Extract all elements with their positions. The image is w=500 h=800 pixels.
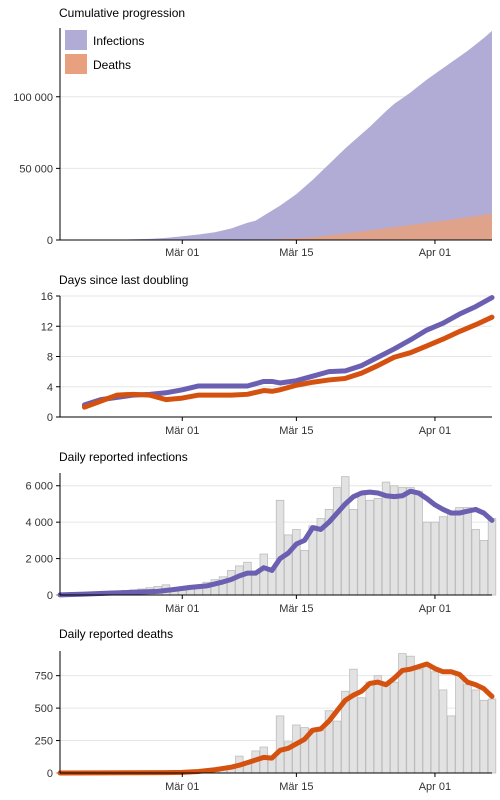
panel-title: Cumulative progression [59,6,185,20]
bar [332,720,342,774]
bar [300,549,309,596]
panel-title: Daily reported infections [59,450,188,464]
x-tick-label: Mär 15 [279,781,313,793]
y-tick-label: 8 [47,352,53,364]
bar [373,498,383,596]
y-tick-label: 100 000 [13,92,53,104]
bar [389,485,399,596]
bar [381,681,391,774]
x-tick-label: Mär 01 [165,425,199,437]
bar [422,663,431,774]
line-infections [57,488,495,598]
y-tick-label: 500 [35,703,53,715]
bar [365,499,374,596]
bar [406,655,415,774]
legend-label-infections: Infections [93,34,144,48]
bar [406,487,415,596]
bar [471,529,480,596]
bar [381,481,391,596]
x-tick-label: Mär 01 [165,781,199,793]
bar [487,698,497,774]
bar [447,715,456,774]
legend-swatch-deaths [65,54,87,74]
bar [292,724,301,774]
x-tick-label: Mär 15 [279,247,313,259]
y-tick-label: 4 000 [25,517,53,529]
bar [398,487,407,596]
y-tick-label: 12 [41,321,53,333]
bar [284,534,293,596]
bar [332,487,342,596]
area-deaths [60,213,492,240]
bar [357,494,366,596]
bar [463,507,472,596]
area-infections [60,30,492,240]
legend-swatch-infections [65,30,87,50]
y-tick-label: 250 [35,736,53,748]
y-tick-label: 0 [47,768,53,780]
bar [438,516,448,596]
x-tick-label: Mär 15 [279,603,313,615]
x-tick-label: Apr 01 [419,247,451,259]
x-tick-label: Apr 01 [419,603,451,615]
y-tick-label: 16 [41,291,53,303]
line-deaths [57,661,495,776]
bar [389,681,399,774]
bar [316,729,326,774]
panel-2: Days since last doubling 0 4 8 12 16 Mär 01 Mär… [41,273,495,437]
panel-1: Cumulative progression 0 50 000 100 000 Infe… [13,6,492,259]
bar [365,681,374,774]
legend-label-deaths: Deaths [93,58,131,72]
x-tick-label: Apr 01 [419,425,451,437]
y-tick-label: 0 [47,235,53,247]
bar [259,553,268,596]
bar [275,499,285,596]
bar [349,509,358,596]
bar [357,697,366,774]
y-tick-label: 4 [47,382,53,394]
y-tick-label: 750 [35,671,53,683]
y-tick-label: 50 000 [19,163,53,175]
line-infections [81,295,495,408]
bar [275,715,285,774]
bar [438,689,448,774]
x-tick-label: Mär 01 [165,603,199,615]
bar [349,668,358,774]
line-deaths [81,314,495,410]
bar [373,675,383,774]
panel-3: Daily reported infections 0 2 000 4 000 6 00… [25,450,497,615]
bar [479,699,489,774]
bar [292,529,301,596]
bar [455,507,464,596]
bar [414,490,423,596]
bar [422,521,431,596]
bar [430,671,440,774]
bar [487,518,497,596]
bar [414,668,423,774]
bar [341,476,350,596]
bar [447,510,456,596]
bar [471,689,480,774]
y-tick-label: 2 000 [25,554,53,566]
bar [243,561,252,596]
panel-title: Days since last doubling [59,273,188,287]
panel-4: Daily reported deaths 0 250 500 750 Mär 01 Mär… [35,627,497,793]
bar [455,675,464,774]
bar [479,539,489,596]
y-tick-label: 6 000 [25,481,53,493]
x-tick-label: Apr 01 [419,781,451,793]
panel-title: Daily reported deaths [59,627,173,641]
y-tick-label: 0 [47,590,53,602]
x-tick-label: Mär 15 [279,425,313,437]
bar [430,521,440,596]
bar [463,684,472,774]
bar [235,565,244,596]
x-tick-label: Mär 01 [165,247,199,259]
y-tick-label: 0 [47,412,53,424]
